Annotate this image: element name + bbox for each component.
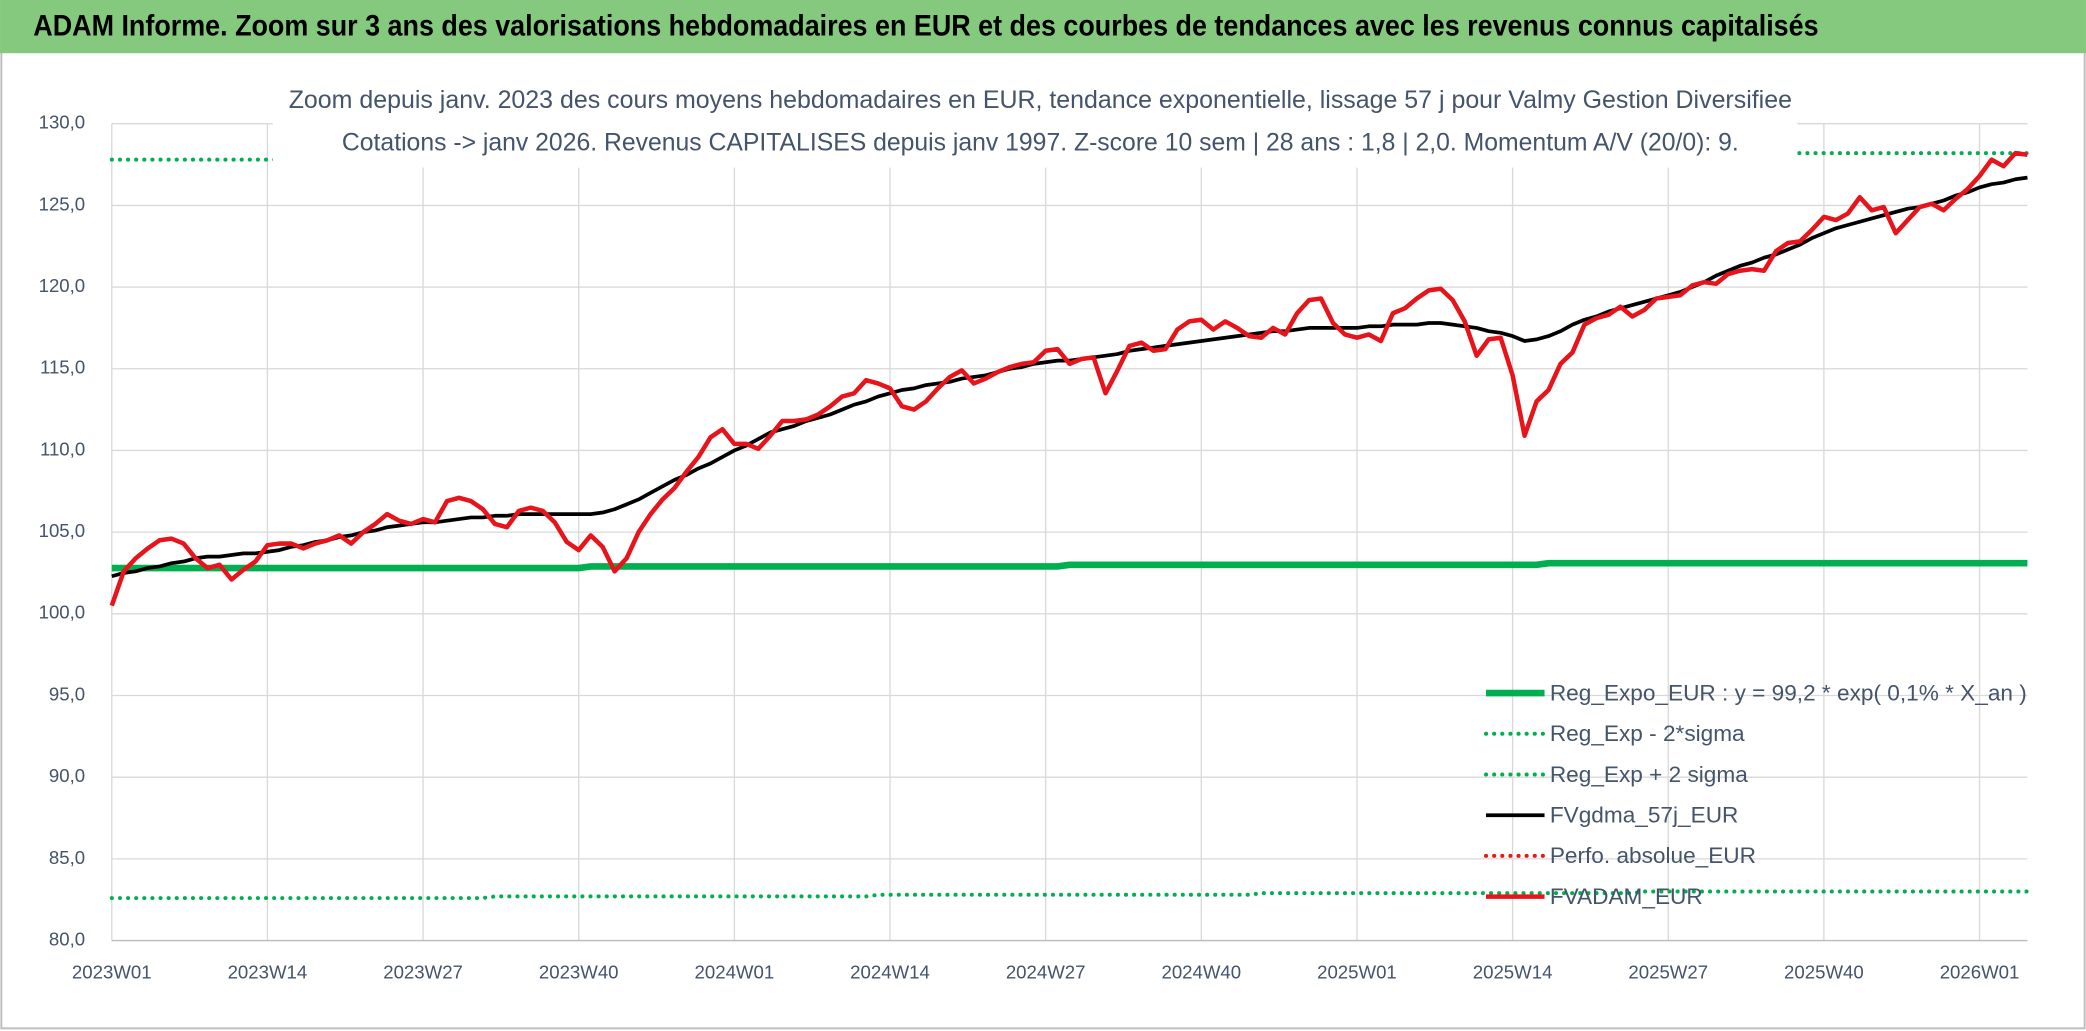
series-line bbox=[111, 559, 2028, 572]
legend-label: FVADAM_EUR bbox=[1550, 884, 1703, 909]
y-tick-label: 90,0 bbox=[49, 765, 85, 786]
subtitle-line: Zoom depuis janv. 2023 des cours moyens … bbox=[289, 86, 1792, 114]
x-tick-label: 2025W14 bbox=[1473, 962, 1553, 983]
x-tick-label: 2025W27 bbox=[1628, 962, 1708, 983]
x-tick-label: 2024W01 bbox=[695, 962, 775, 983]
series-line bbox=[109, 889, 2030, 901]
x-tick-label: 2023W40 bbox=[539, 962, 619, 983]
legend-label: Reg_Exp + 2 sigma bbox=[1550, 762, 1748, 787]
y-tick-label: 130,0 bbox=[39, 112, 86, 133]
x-tick-label: 2023W27 bbox=[383, 962, 463, 983]
y-tick-label: 95,0 bbox=[49, 683, 85, 704]
y-tick-label: 100,0 bbox=[39, 602, 86, 623]
subtitle-box bbox=[272, 74, 1798, 168]
legend-label: Reg_Exp - 2*sigma bbox=[1550, 721, 1745, 746]
x-tick-label: 2024W27 bbox=[1006, 962, 1086, 983]
x-tick-label: 2025W01 bbox=[1317, 962, 1397, 983]
x-tick-label: 2024W14 bbox=[850, 962, 930, 983]
header-band bbox=[0, 0, 2086, 54]
y-tick-label: 125,0 bbox=[39, 193, 86, 214]
x-tick-label: 2025W40 bbox=[1784, 962, 1864, 983]
legend: Reg_Expo_EUR : y = 99,2 * exp( 0,1% * X_… bbox=[1484, 680, 2027, 909]
y-tick-label: 110,0 bbox=[40, 438, 85, 459]
legend-label: Reg_Expo_EUR : y = 99,2 * exp( 0,1% * X_… bbox=[1550, 680, 2027, 705]
x-tick-label: 2023W01 bbox=[72, 962, 152, 983]
y-tick-label: 120,0 bbox=[39, 275, 86, 296]
y-tick-label: 85,0 bbox=[49, 847, 85, 868]
y-tick-label: 105,0 bbox=[39, 520, 86, 541]
x-tick-label: 2026W01 bbox=[1940, 962, 2020, 983]
subtitle-line: Cotations -> janv 2026. Revenus CAPITALI… bbox=[342, 128, 1739, 156]
x-tick-label: 2024W40 bbox=[1161, 962, 1241, 983]
legend-label: Perfo. absolue_EUR bbox=[1550, 843, 1756, 868]
header-title: ADAM Informe. Zoom sur 3 ans des valoris… bbox=[33, 11, 1818, 43]
y-tick-label: 80,0 bbox=[49, 928, 85, 949]
series-line bbox=[109, 150, 2028, 607]
x-tick-label: 2023W14 bbox=[228, 962, 308, 983]
y-tick-label: 115,0 bbox=[40, 357, 85, 378]
legend-label: FVgdma_57j_EUR bbox=[1550, 803, 1739, 828]
